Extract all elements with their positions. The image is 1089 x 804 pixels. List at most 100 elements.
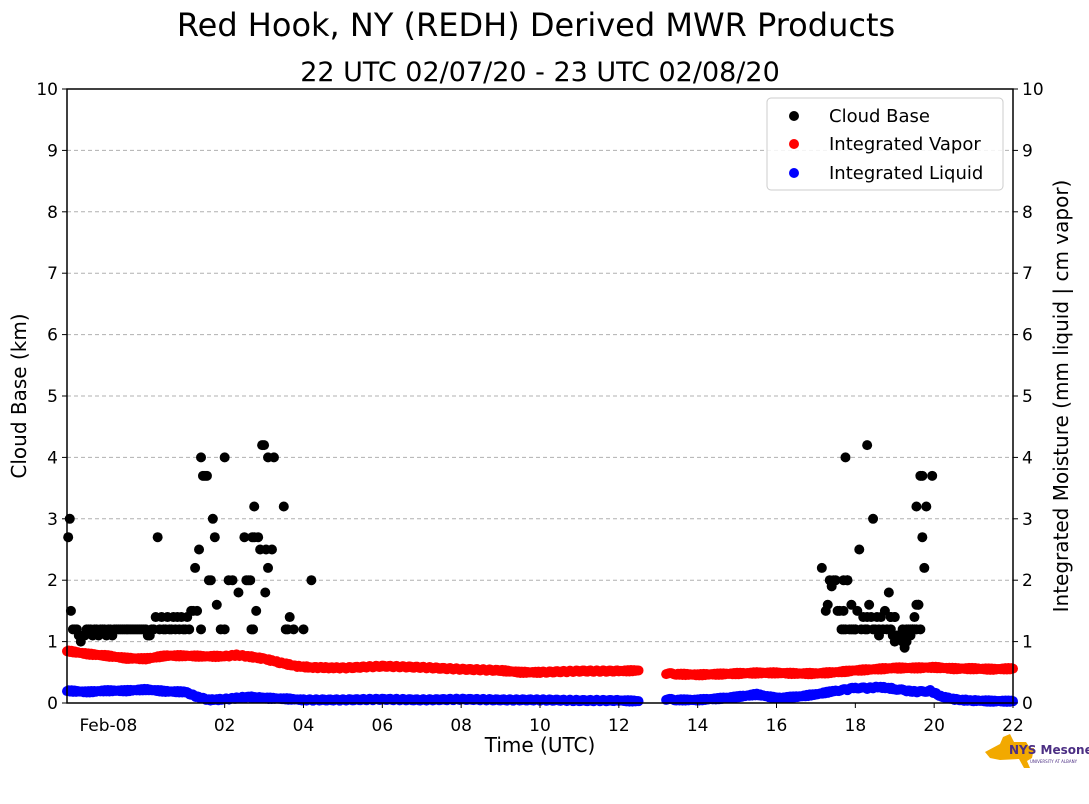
x-tick-label: 08 — [450, 716, 472, 736]
cloud-base-point — [298, 624, 309, 635]
cloud-base-point — [249, 532, 260, 543]
integrated-vapor-point — [633, 665, 644, 676]
legend-label-integrated-vapor: Integrated Vapor — [829, 134, 981, 155]
legend: Cloud Base Integrated Vapor Integrated L… — [766, 97, 1004, 191]
y-tick-label-left: 10 — [36, 80, 58, 100]
y-tick-label-left: 5 — [47, 387, 58, 407]
y-tick-label-left: 3 — [47, 510, 58, 530]
x-tick-label: 20 — [923, 716, 945, 736]
cloud-base-point — [288, 624, 299, 635]
cloud-base-point — [196, 624, 207, 635]
y-axis-label-left: Cloud Base (km) — [7, 313, 31, 478]
y-axis-label-right: Integrated Moisture (mm liquid | cm vapo… — [1049, 180, 1073, 613]
cloud-base-feb-08-afternoon-point — [862, 440, 873, 451]
cloud-base-feb-08-afternoon-point — [873, 624, 884, 635]
y-tick-label-left: 9 — [47, 141, 58, 161]
cloud-base-feb-08-afternoon-point — [862, 624, 873, 635]
cloud-base-feb-08-afternoon-point — [868, 513, 879, 524]
cloud-base-feb-08-afternoon-point — [864, 599, 875, 610]
x-tick-label: 16 — [766, 716, 788, 736]
cloud-base-point — [184, 624, 195, 635]
cloud-base-point — [259, 440, 270, 451]
cloud-base-point — [233, 587, 244, 598]
logo-subtext: UNIVERSITY AT ALBANY — [1030, 759, 1078, 764]
cloud-base-point — [263, 562, 274, 573]
cloud-base-point — [201, 470, 212, 481]
cloud-base-point — [249, 501, 260, 512]
cloud-base-point — [192, 605, 203, 616]
cloud-base-point — [227, 575, 238, 586]
cloud-base-point — [190, 562, 201, 573]
y-tick-label-left: 7 — [47, 264, 58, 284]
y-tick-label-right: 1 — [1022, 633, 1033, 653]
cloud-base-feb-08-afternoon-point — [889, 636, 900, 647]
x-tick-label: 04 — [293, 716, 315, 736]
cloud-base-feb-08-afternoon-point — [899, 642, 910, 653]
y-tick-label-left: 1 — [47, 633, 58, 653]
y-tick-label-right: 4 — [1022, 448, 1033, 468]
cloud-base-feb-08-afternoon-point — [838, 605, 849, 616]
cloud-base-point — [65, 605, 76, 616]
cloud-base-point — [194, 544, 205, 555]
y-tick-label-left: 4 — [47, 448, 58, 468]
cloud-base-point — [241, 575, 252, 586]
y-tick-label-right: 6 — [1022, 326, 1033, 346]
x-tick-label: 06 — [372, 716, 394, 736]
cloud-base-feb-08-afternoon-point — [911, 501, 922, 512]
cloud-base-feb-08-afternoon-point — [915, 470, 926, 481]
cloud-base-feb-08-afternoon-point — [816, 562, 827, 573]
y-tick-label-left: 0 — [47, 694, 58, 714]
cloud-base-point — [209, 532, 220, 543]
cloud-base-point — [248, 624, 259, 635]
new-york-state-icon — [985, 734, 1034, 768]
cloud-base-point — [251, 605, 262, 616]
cloud-base-point — [196, 452, 207, 463]
x-tick-label: 18 — [845, 716, 867, 736]
cloud-base-point — [205, 575, 216, 586]
data-points — [62, 440, 1018, 707]
y-tick-label-right: 3 — [1022, 510, 1033, 530]
cloud-base-point — [219, 624, 230, 635]
legend-label-integrated-liquid: Integrated Liquid — [829, 163, 983, 184]
x-tick-label: 14 — [687, 716, 709, 736]
cloud-base-point — [268, 452, 279, 463]
cloud-base-feb-08-afternoon-point — [927, 470, 938, 481]
cloud-base-feb-08-afternoon-point — [913, 599, 924, 610]
x-tick-label: 10 — [529, 716, 551, 736]
cloud-base-point — [152, 532, 163, 543]
cloud-base-point — [219, 452, 230, 463]
y-tick-label-right: 8 — [1022, 203, 1033, 223]
x-tick-label: Feb-08 — [79, 716, 137, 736]
legend-marker-integrated-vapor — [789, 139, 799, 149]
cloud-base-feb-08-afternoon-point — [842, 575, 853, 586]
y-tick-label-right: 5 — [1022, 387, 1033, 407]
cloud-base-point — [284, 612, 295, 623]
y-tick-label-right: 7 — [1022, 264, 1033, 284]
cloud-base-feb-08-afternoon-point — [854, 544, 865, 555]
cloud-base-point — [207, 513, 218, 524]
x-tick-label: 02 — [214, 716, 236, 736]
cloud-base-feb-08-afternoon-point — [850, 624, 861, 635]
cloud-base-point — [63, 532, 74, 543]
cloud-base-point — [239, 532, 250, 543]
chart-subtitle: 22 UTC 02/07/20 - 23 UTC 02/08/20 — [300, 57, 780, 88]
cloud-base-point — [278, 501, 289, 512]
cloud-base-feb-08-afternoon-point — [909, 612, 920, 623]
y-tick-label-left: 6 — [47, 326, 58, 346]
y-axis-left: 0 1 2 3 4 5 6 7 8 9 10 — [36, 80, 67, 714]
cloud-base-point — [266, 544, 277, 555]
cloud-base-feb-08-afternoon-point — [921, 501, 932, 512]
logo-text: NYS Mesonet — [1009, 743, 1089, 757]
y-tick-label-left: 2 — [47, 571, 58, 591]
x-tick-label: 12 — [608, 716, 630, 736]
cloud-base-feb-08-afternoon-point — [822, 599, 833, 610]
y-tick-label-right: 0 — [1022, 694, 1033, 714]
cloud-base-feb-08-afternoon-point — [840, 452, 851, 463]
cloud-base-feb-08-afternoon-point — [919, 562, 930, 573]
y-axis-right: 0 1 2 3 4 5 6 7 8 9 10 — [1013, 80, 1044, 714]
cloud-base-point — [211, 599, 222, 610]
y-tick-label-left: 8 — [47, 203, 58, 223]
x-axis-label: Time (UTC) — [484, 733, 596, 757]
cloud-base-feb-08-afternoon-point — [885, 612, 896, 623]
